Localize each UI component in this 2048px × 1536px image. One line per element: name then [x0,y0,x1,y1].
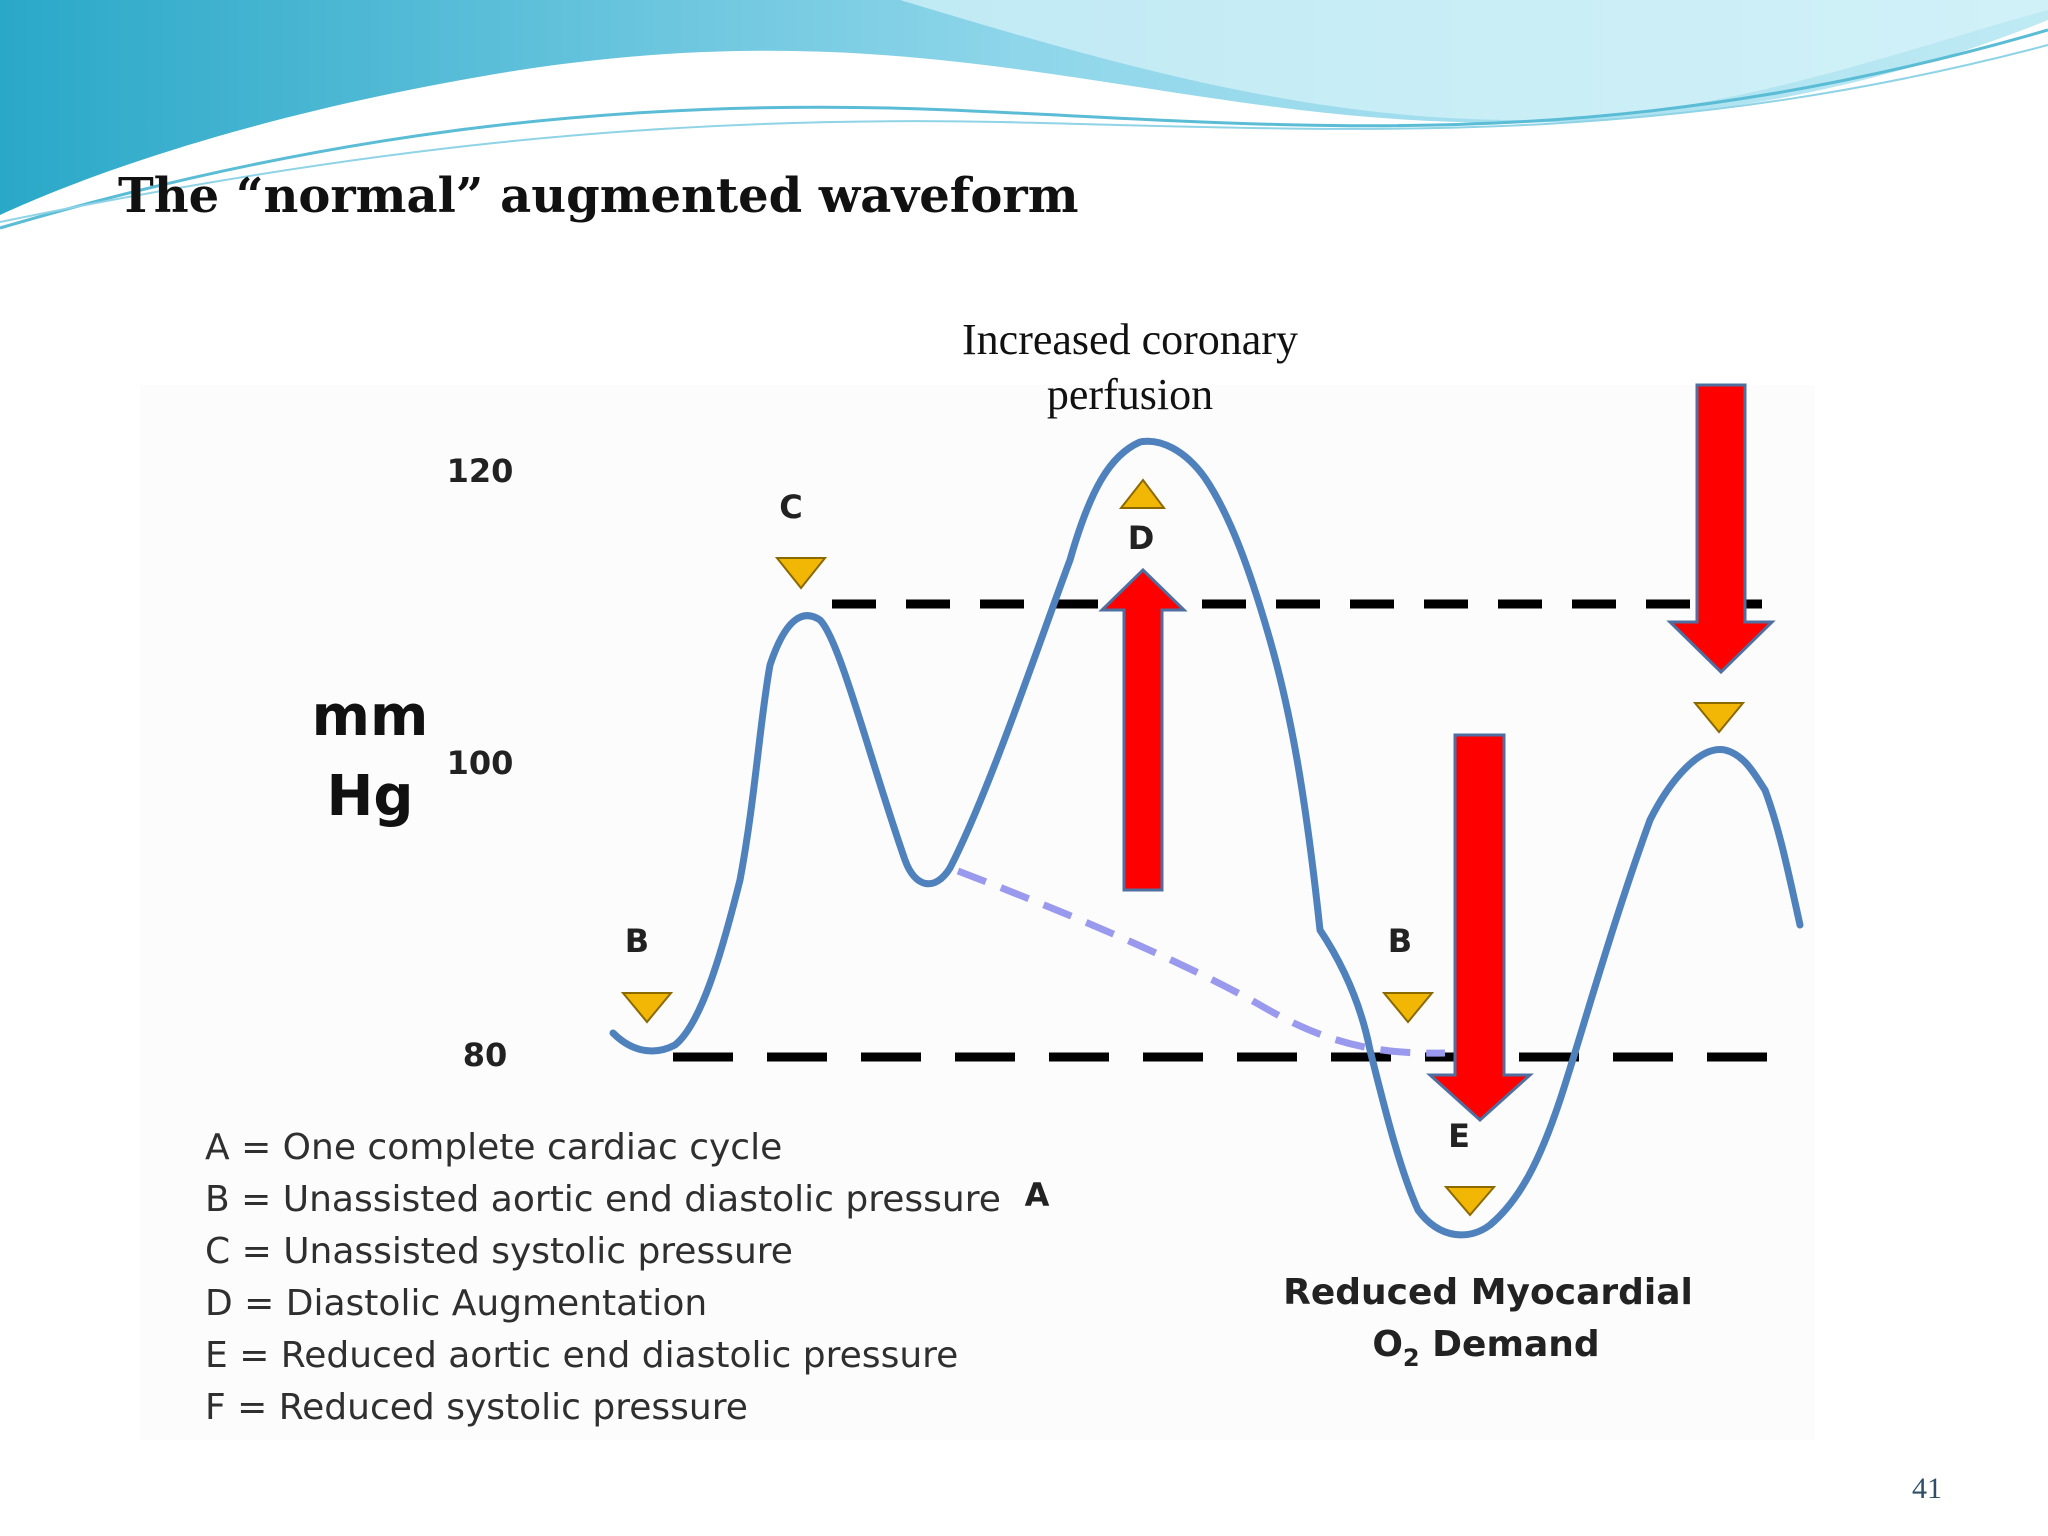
y-tick-120: 120 [447,452,514,490]
legend-item-a: A = One complete cardiac cycle [205,1127,783,1168]
marker-c-icon [774,557,828,590]
point-label-b-second: B [1388,922,1412,960]
y-tick-80: 80 [463,1036,508,1074]
point-label-e: E [1448,1117,1470,1155]
reduced-systolic-down-arrow [1666,383,1776,675]
unassisted-pressure-curve [956,867,1446,1057]
legend-item-e: E = Reduced aortic end diastolic pressur… [205,1335,959,1376]
marker-b-second-icon [1381,992,1435,1024]
note-demand: Demand [1420,1324,1600,1365]
point-label-a: A [1025,1176,1050,1214]
slide-title: The “normal” augmented waveform [118,168,1079,224]
y-tick-100: 100 [447,744,514,782]
augmented-waveform [609,437,1804,1239]
point-label-b-first: B [625,922,649,960]
caption-line-1: Increased coronary [962,315,1298,364]
marker-d-icon [1118,478,1166,509]
legend-item-c: C = Unassisted systolic pressure [205,1231,793,1272]
diagram-panel [140,385,1815,1440]
reduced-diastolic-down-arrow [1426,733,1534,1123]
note-o2-demand: O2 Demand [1372,1324,1599,1372]
point-label-d: D [1128,519,1155,557]
legend-list: A = One complete cardiac cycle B = Unass… [205,1122,1001,1434]
page-number: 41 [1912,1472,1942,1505]
marker-b-first-icon [620,992,674,1024]
marker-e-icon [1443,1186,1497,1217]
caption-line-2: perfusion [1046,370,1214,419]
legend-item-f: F = Reduced systolic pressure [205,1387,748,1428]
point-label-c: C [779,488,802,526]
y-axis-label-line-1: mm [312,684,429,749]
note-subscript-2: 2 [1403,1344,1420,1372]
note-o: O [1372,1324,1403,1365]
legend-item-b: B = Unassisted aortic end diastolic pres… [205,1179,1001,1220]
header-wave-decoration [0,0,2048,230]
augmentation-up-arrow [1098,567,1188,892]
note-reduced-myocardial: Reduced Myocardial [1283,1272,1693,1313]
legend-item-d: D = Diastolic Augmentation [205,1283,708,1324]
marker-f-icon [1692,702,1746,734]
y-axis-label-line-2: Hg [327,764,414,829]
caption-increased-coronary-perfusion: Increased coronary perfusion [890,312,1370,422]
